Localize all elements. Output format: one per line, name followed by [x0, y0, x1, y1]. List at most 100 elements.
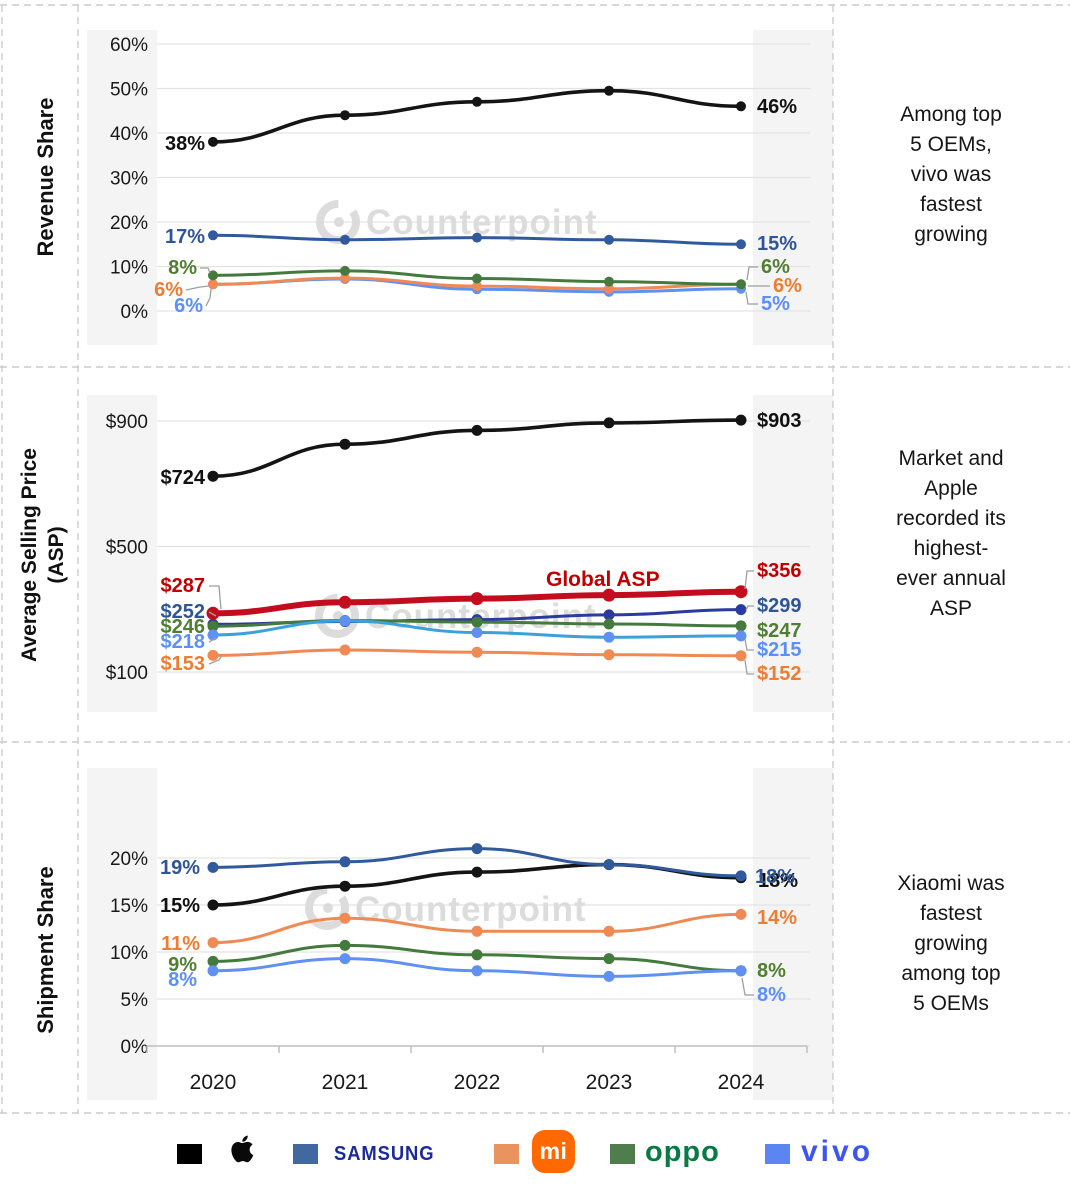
data-point [736, 239, 746, 250]
y-tick-label: 20% [110, 213, 148, 234]
data-point [207, 629, 219, 641]
y-tick-label: 20% [110, 849, 148, 870]
legend-swatch-xiaomi [494, 1144, 519, 1164]
data-point [207, 899, 219, 911]
data-label-right: $299 [757, 595, 802, 617]
data-point [208, 279, 218, 290]
legend-swatch-samsung [293, 1144, 318, 1164]
legend-swatch-vivo [765, 1144, 790, 1164]
data-point [471, 616, 483, 628]
data-point [207, 861, 219, 873]
left-band [87, 30, 157, 345]
label-leader [744, 638, 754, 651]
series-vivo [207, 615, 747, 643]
y-tick-label: 0% [121, 302, 149, 323]
label-leader [185, 285, 210, 291]
data-point [207, 620, 219, 632]
data-point [603, 417, 615, 429]
series-oppo [208, 265, 746, 290]
data-point [603, 859, 615, 871]
data-point [603, 925, 615, 937]
data-label-right: 18% [758, 870, 798, 892]
data-point [472, 96, 482, 107]
data-label-left: 19% [160, 857, 200, 879]
data-label-right: $152 [757, 663, 802, 685]
data-label-right: $247 [757, 620, 802, 642]
data-point [207, 965, 219, 977]
data-label-left: 17% [165, 226, 205, 248]
data-point [471, 866, 483, 878]
data-point [736, 101, 746, 112]
data-point [471, 949, 483, 961]
data-label-left: 6% [154, 279, 183, 301]
y-tick-label: 40% [110, 124, 148, 145]
data-point [207, 937, 219, 949]
data-label-left: 9% [168, 954, 197, 976]
data-point [603, 609, 615, 621]
data-label-right: 8% [757, 984, 786, 1006]
series-global-asp [206, 585, 748, 620]
annotation-revenue-share: Among top 5 OEMs, vivo was fastest growi… [900, 103, 1002, 246]
data-point [472, 273, 482, 284]
y-axis-title-shipment-share: Shipment Share [33, 866, 58, 1034]
data-label-left: $218 [161, 631, 206, 653]
data-point [339, 953, 351, 965]
data-label-left: $153 [161, 653, 206, 675]
data-point [471, 646, 483, 658]
y-tick-label: $900 [106, 412, 148, 433]
oppo-wordmark: oppo [645, 1136, 720, 1168]
data-point [603, 649, 615, 661]
data-point [471, 965, 483, 977]
y-tick-label: 5% [121, 990, 149, 1011]
data-point [339, 615, 351, 627]
data-label-right: 15% [757, 233, 797, 255]
label-leader [745, 605, 754, 611]
data-label-right: $903 [757, 410, 802, 432]
x-tick-label: 2022 [454, 1071, 501, 1094]
watermark-logo-icon [305, 886, 349, 930]
data-label-left: $246 [161, 616, 206, 638]
watermark-logo-dot [334, 217, 344, 227]
data-point [735, 620, 747, 632]
series-apple [207, 414, 747, 482]
label-leader [208, 656, 222, 665]
data-point [470, 592, 484, 606]
data-point [207, 470, 219, 482]
label-leader [746, 266, 758, 281]
legend-swatch-apple [177, 1144, 202, 1164]
data-point [735, 870, 747, 882]
y-tick-label: 15% [110, 896, 148, 917]
series-xiaomi [208, 273, 746, 294]
data-label-right: 8% [757, 960, 786, 982]
data-label-right: $215 [757, 639, 802, 661]
data-point [735, 630, 747, 642]
label-leader [208, 637, 217, 643]
data-point [339, 939, 351, 951]
y-axis-title-asp: Average Selling Price (ASP) [18, 448, 68, 662]
x-tick-label: 2024 [718, 1071, 765, 1094]
right-band [753, 395, 833, 712]
data-label-right: $356 [757, 560, 802, 582]
data-point [340, 265, 350, 276]
y-axis-title-revenue-share: Revenue Share [33, 97, 58, 257]
panel-asp: $100$500$900Counterpoint$252$299$246$247… [87, 395, 833, 712]
left-band [87, 768, 157, 1100]
label-leader [205, 288, 212, 307]
x-tick-label: 2020 [190, 1071, 237, 1094]
y-tick-label: 0% [121, 1037, 149, 1058]
data-label-left: $724 [161, 467, 206, 489]
data-point [339, 856, 351, 868]
label-leader [745, 291, 758, 305]
data-point [472, 232, 482, 243]
right-band [753, 30, 833, 345]
data-point [208, 230, 218, 241]
data-point [603, 953, 615, 965]
data-point [472, 281, 482, 292]
data-label-right: 6% [761, 256, 790, 278]
label-leader [741, 977, 754, 996]
data-point [602, 588, 616, 602]
data-point [471, 424, 483, 436]
data-point [339, 880, 351, 892]
series-xiaomi [207, 908, 747, 949]
